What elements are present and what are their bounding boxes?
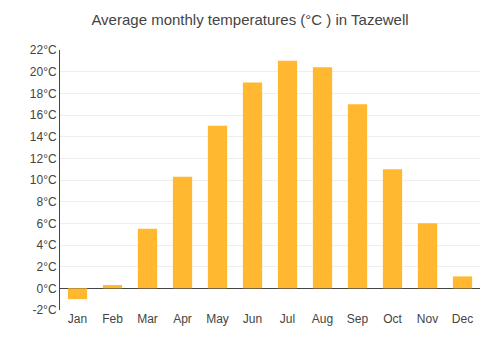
svg-text:20°C: 20°C xyxy=(30,65,57,79)
svg-text:Average monthly temperatures (: Average monthly temperatures (°C ) in Ta… xyxy=(91,11,408,28)
svg-text:-2°C: -2°C xyxy=(32,303,56,317)
svg-text:Dec: Dec xyxy=(452,312,473,326)
svg-text:Oct: Oct xyxy=(383,312,402,326)
svg-text:0°C: 0°C xyxy=(36,282,56,296)
svg-text:Jul: Jul xyxy=(280,312,295,326)
svg-text:Sep: Sep xyxy=(347,312,369,326)
svg-text:4°C: 4°C xyxy=(36,238,56,252)
svg-text:8°C: 8°C xyxy=(36,195,56,209)
svg-text:Apr: Apr xyxy=(173,312,192,326)
svg-text:May: May xyxy=(206,312,229,326)
svg-text:18°C: 18°C xyxy=(30,87,57,101)
svg-text:12°C: 12°C xyxy=(30,152,57,166)
svg-text:Nov: Nov xyxy=(417,312,438,326)
svg-text:Jun: Jun xyxy=(243,312,262,326)
svg-text:10°C: 10°C xyxy=(30,173,57,187)
svg-text:Aug: Aug xyxy=(312,312,333,326)
svg-text:16°C: 16°C xyxy=(30,108,57,122)
svg-text:6°C: 6°C xyxy=(36,217,56,231)
svg-text:2°C: 2°C xyxy=(36,260,56,274)
svg-text:Mar: Mar xyxy=(137,312,158,326)
svg-text:22°C: 22°C xyxy=(30,43,57,57)
svg-text:Jan: Jan xyxy=(68,312,87,326)
svg-text:Feb: Feb xyxy=(102,312,123,326)
svg-text:14°C: 14°C xyxy=(30,130,57,144)
